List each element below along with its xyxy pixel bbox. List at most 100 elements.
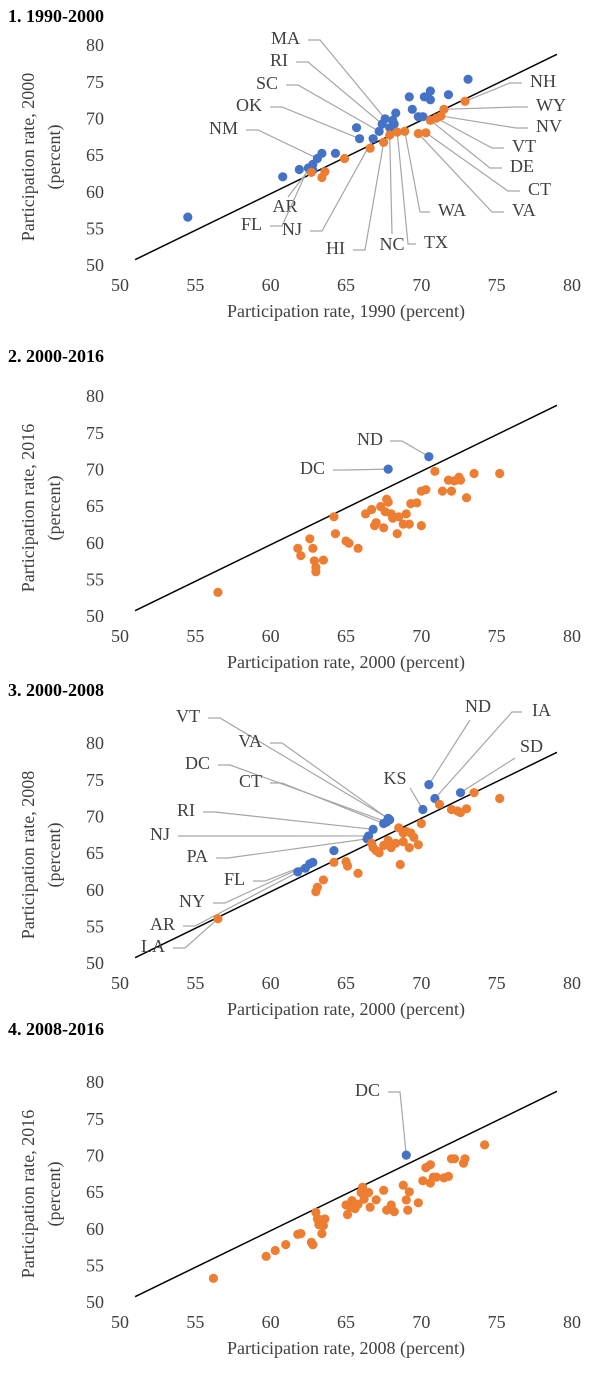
point [308,543,318,553]
point-label: MA [271,28,300,48]
point-label: CT [239,771,262,791]
point [353,868,363,878]
chart-title: 2. 2000-2016 [8,346,104,366]
point [401,509,411,519]
point [379,523,389,533]
point-label: VA [238,731,262,751]
leader-line [434,711,522,799]
y-axis-label: Participation rate, 2008 [18,771,38,939]
x-tick-label: 55 [186,973,204,993]
point [480,1140,490,1150]
point [425,115,435,125]
point [354,134,365,144]
annotations: DC [355,1080,407,1156]
leader-line [396,132,416,245]
point [431,1172,441,1182]
y-tick-label: 75 [86,423,104,443]
y-tick-label: 65 [86,1182,104,1202]
point-label: SC [256,73,278,93]
point [443,90,454,100]
point-label: WA [438,200,466,220]
point [401,1150,411,1160]
reference-line [134,751,558,959]
y-axis-label: (percent) [44,823,65,888]
point [446,486,457,496]
point [461,493,472,503]
point [318,555,328,565]
y-tick-label: 60 [86,182,104,202]
chart-title: 4. 2008-2016 [8,1019,104,1039]
point [371,1195,381,1205]
point-label: NH [530,71,556,91]
leader-line [425,132,520,192]
point [330,529,341,539]
point [342,1209,353,1220]
point [359,1194,369,1204]
points [183,74,473,222]
y-tick-label: 70 [86,806,104,826]
point [294,164,304,175]
y-tick-label: 80 [86,386,104,406]
leader-line [203,811,374,830]
point [379,818,389,829]
leader-line [440,115,528,129]
y-tick-label: 65 [86,145,104,165]
y-tick-label: 55 [86,218,104,238]
point [401,1195,411,1205]
point [317,148,327,158]
point [296,551,306,561]
x-tick-label: 80 [563,275,581,295]
point-label: VT [512,136,536,156]
chart-panel: 2. 2000-2016 50 55 60 65 70 75 80 50 55 60 65 70 75 80… [8,346,581,673]
point-label: SD [520,736,543,756]
point-label: ND [465,696,491,716]
point [344,538,354,548]
point [365,143,375,153]
point-label: DE [510,156,534,176]
leader-line [464,82,522,102]
leader-line [208,717,389,819]
point [389,1207,399,1217]
leader-line [173,918,219,949]
y-axis-label: (percent) [44,476,65,541]
x-tick-label: 65 [337,275,355,295]
point [394,512,404,522]
point [368,824,378,834]
point [374,848,384,858]
y-tick-label: 50 [86,953,104,973]
point [455,475,466,485]
point [463,74,473,84]
point [330,148,341,158]
x-tick-label: 65 [337,1312,355,1332]
leader-line [388,1091,407,1156]
point-label: FL [224,869,245,889]
chart-panel: 1. 1990-2000 50 55 60 65 70 75 80 50 55 60 65 70 75 80… [8,6,581,322]
point [391,838,401,848]
point [416,818,426,829]
point [469,788,479,798]
point [460,96,470,106]
point [406,828,416,838]
point [320,167,330,177]
x-tick-label: 70 [412,1312,430,1332]
point [461,804,472,814]
y-tick-label: 60 [86,880,104,900]
point [311,567,321,577]
point-label: AR [150,914,175,934]
point-label: NJ [282,219,302,239]
point [374,126,384,136]
x-tick-label: 65 [337,973,355,993]
reference-line [134,404,558,612]
reference-line [134,1090,558,1298]
leader-line [286,84,380,132]
point-label: CT [528,179,551,199]
x-axis-label: Participation rate, 2000 (percent) [227,652,465,673]
point-label: LA [141,936,165,956]
point [418,804,428,815]
point [318,875,328,885]
point-label: NY [179,891,205,911]
point-label: PA [187,846,208,866]
point [416,521,426,531]
point [312,882,322,892]
